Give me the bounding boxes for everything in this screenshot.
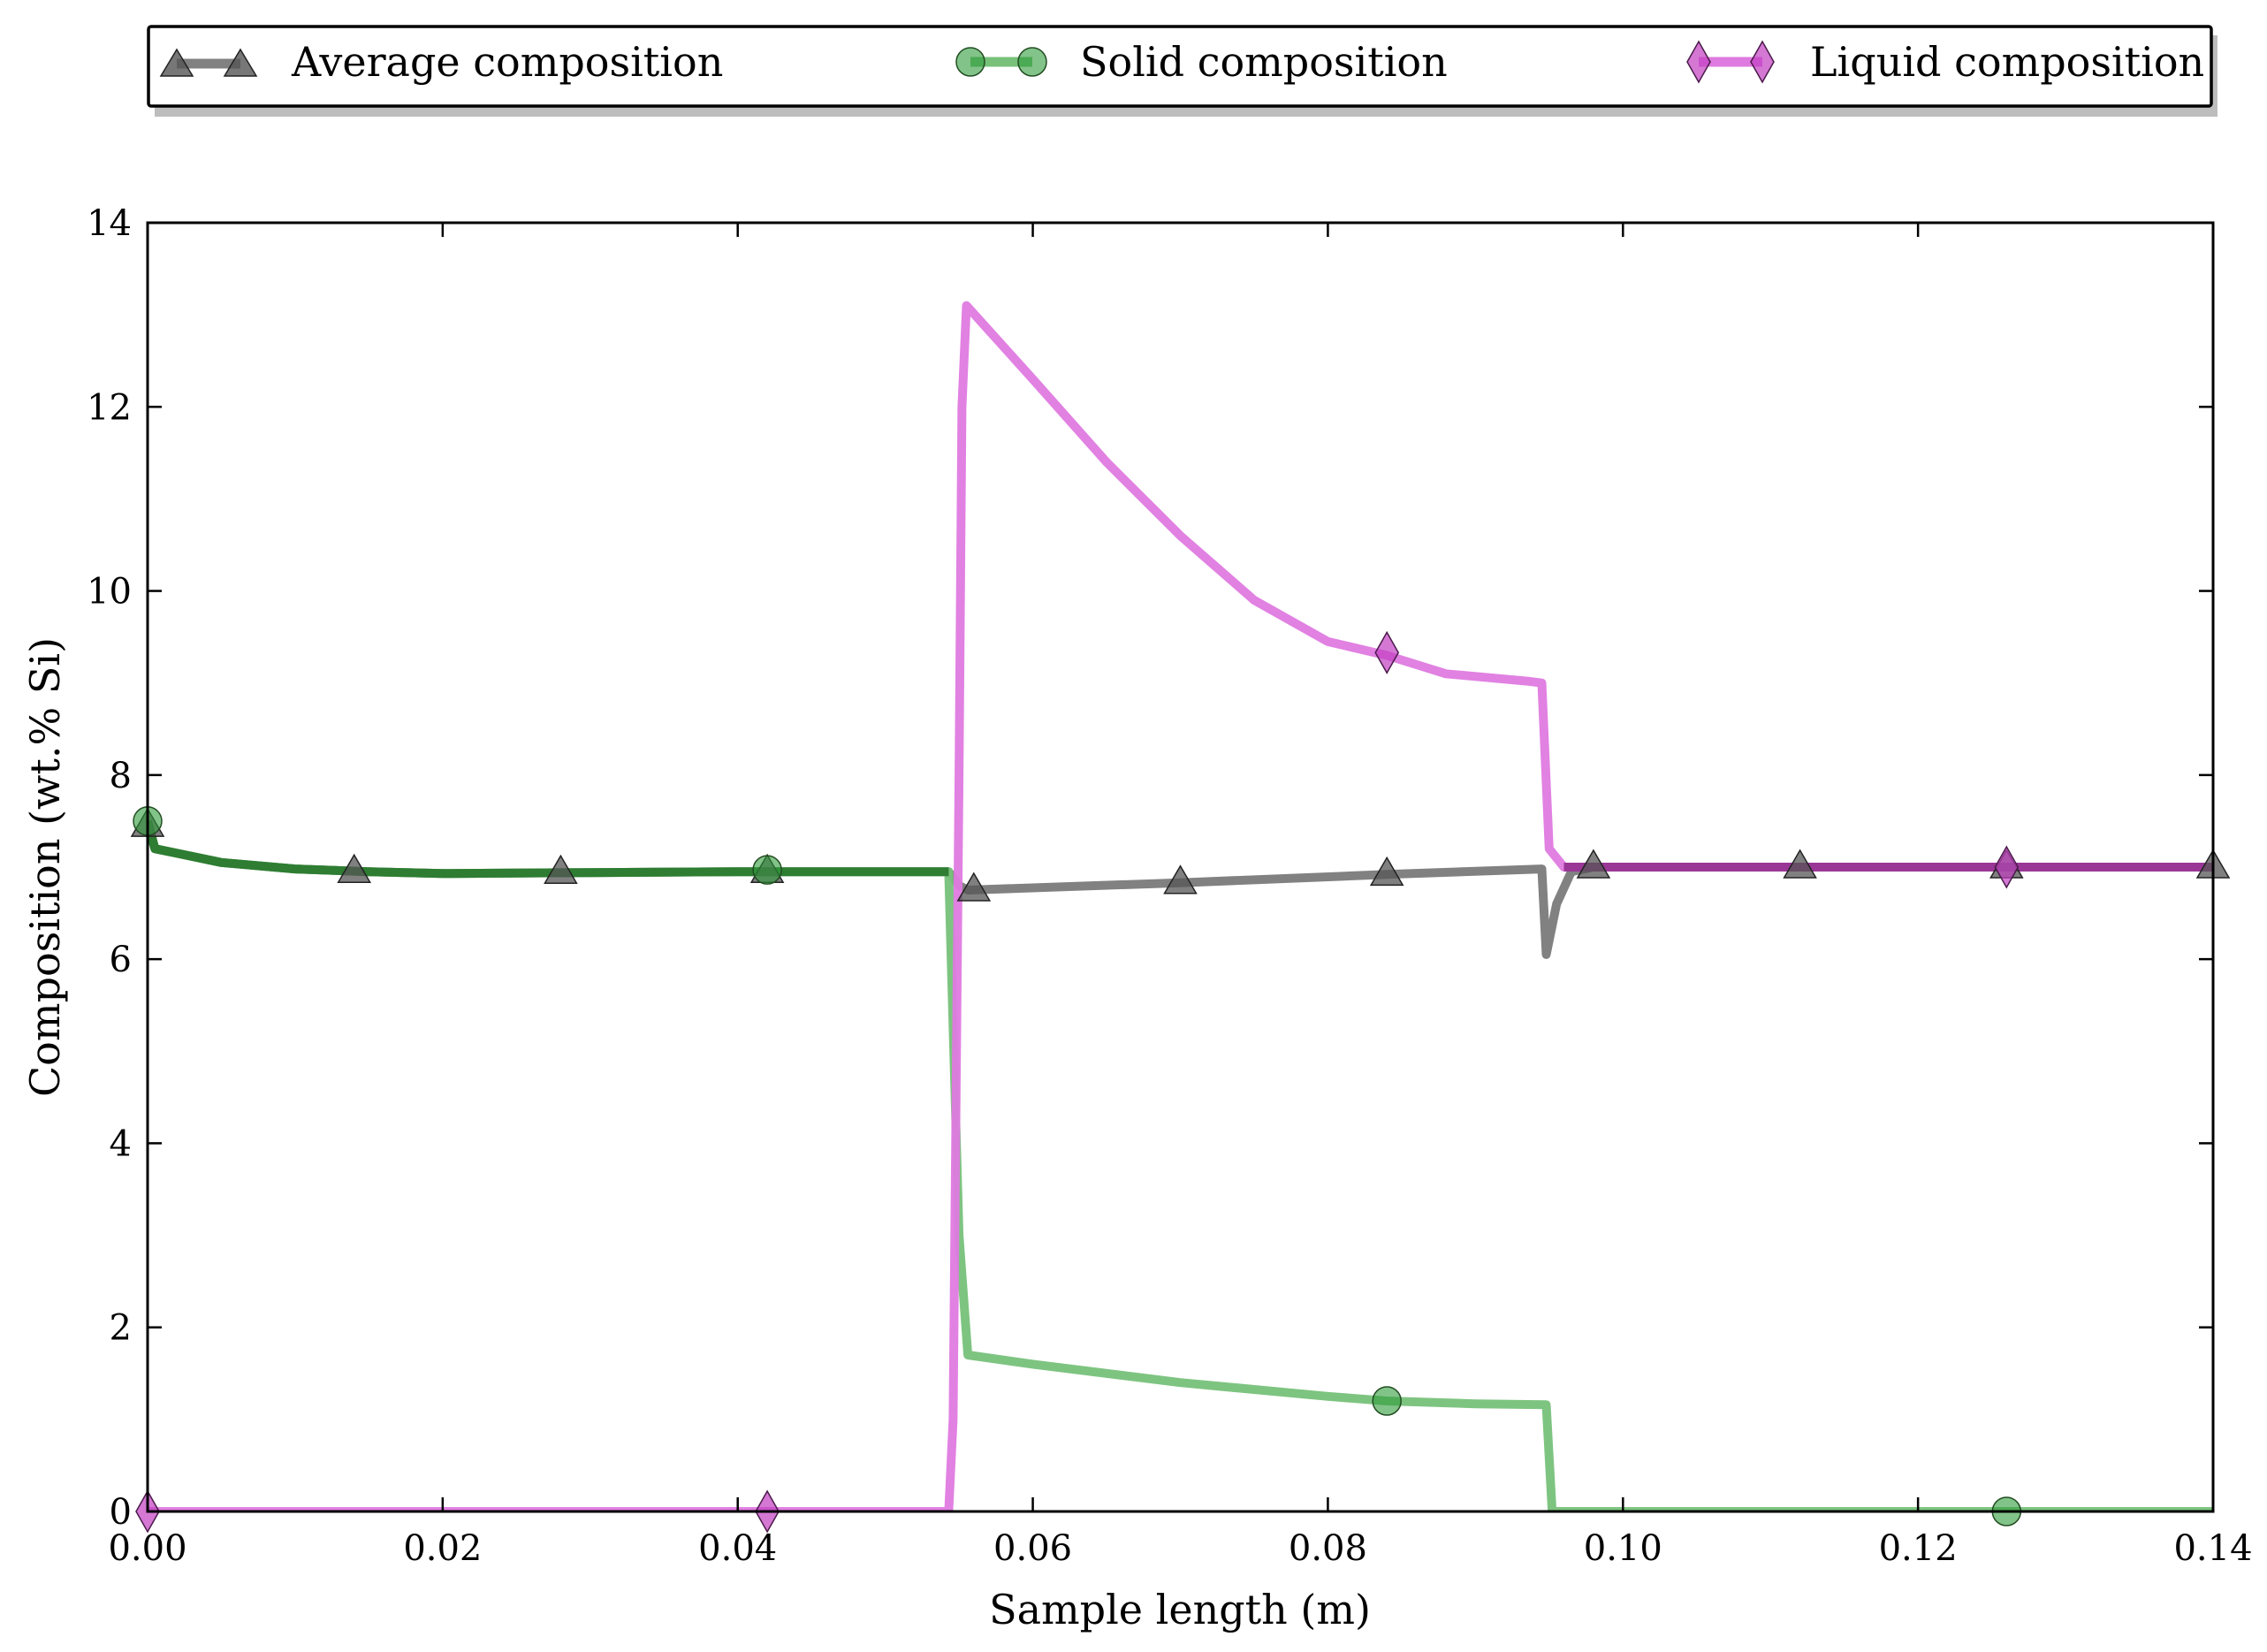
legend-marker-liquid: [1750, 40, 1775, 84]
legend-marker-solid: [955, 47, 985, 77]
series-overlap-solid-average: [148, 819, 949, 879]
legend-marker-solid: [1017, 47, 1047, 77]
y-tick-label: 6: [110, 940, 132, 980]
plot-frame: [146, 221, 2215, 1513]
marker-average: [544, 854, 578, 884]
tick-layer: 0.00 0.02 0.04 0.06 0.08 0.10 0.12 0.14 0 2 4 6 8 10 1…: [87, 203, 2252, 1569]
x-tick-label: 0.14: [2173, 1528, 2252, 1569]
marker-average: [1163, 864, 1198, 895]
marker-average: [337, 853, 372, 883]
legend: Average composition Solid composition Li…: [147, 25, 2218, 117]
marker-liquid: [1994, 845, 2020, 889]
y-tick-label: 4: [110, 1123, 132, 1164]
y-tick-label: 2: [110, 1308, 132, 1349]
marker-liquid: [1374, 630, 1400, 674]
legend-marker-average: [223, 48, 258, 77]
plot-area: 0.00 0.02 0.04 0.06 0.08 0.10 0.12 0.14 0 2 4 6 8 10 1…: [87, 203, 2252, 1569]
x-axis-label: Sample length (m): [989, 1586, 1371, 1633]
legend-marker-liquid: [1686, 40, 1711, 84]
x-tick-label: 0.06: [993, 1528, 1072, 1569]
marker-solid: [752, 855, 782, 885]
y-tick-label: 12: [87, 387, 132, 428]
y-tick-label: 10: [87, 572, 132, 613]
x-tick-label: 0.02: [403, 1528, 482, 1569]
y-tick-label: 0: [110, 1492, 132, 1533]
x-tick-label: 0.00: [108, 1528, 186, 1569]
legend-label-average: Average composition: [291, 38, 723, 86]
legend-label-liquid: Liquid composition: [1810, 38, 2204, 86]
marker-average: [1369, 856, 1404, 887]
legend-label-solid: Solid composition: [1080, 38, 1448, 86]
legend-marker-average: [159, 48, 194, 77]
x-tick-label: 0.08: [1289, 1528, 1367, 1569]
x-tick-label: 0.10: [1584, 1528, 1662, 1569]
legend-entry-average: Average composition: [159, 38, 723, 86]
marker-average: [1783, 849, 1817, 879]
y-axis-label: Composition (wt.% Si): [21, 637, 69, 1097]
marker-average: [956, 872, 992, 902]
legend-entry-solid: Solid composition: [955, 38, 1448, 86]
marker-solid: [1372, 1386, 1402, 1416]
y-tick-label: 14: [87, 203, 132, 244]
legend-entry-liquid: Liquid composition: [1686, 38, 2204, 86]
x-tick-label: 0.12: [1879, 1528, 1958, 1569]
y-tick-label: 8: [110, 756, 132, 796]
x-tick-label: 0.04: [698, 1528, 777, 1569]
marker-average: [1576, 849, 1611, 879]
